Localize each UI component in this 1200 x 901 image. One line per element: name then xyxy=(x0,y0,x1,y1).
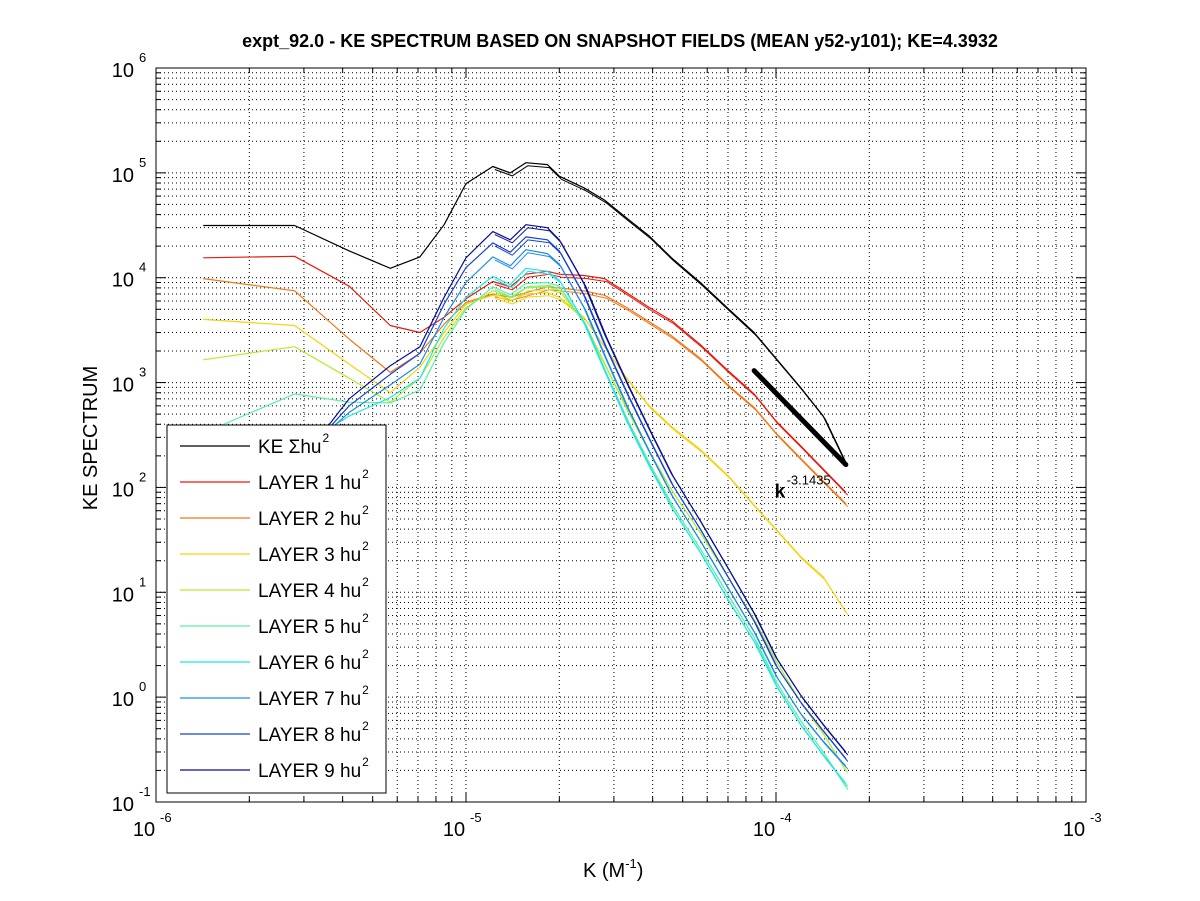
x-tick-label: 10 xyxy=(443,819,465,841)
x-tick-label: 10 xyxy=(1063,819,1085,841)
power-law-fit-line xyxy=(751,368,849,468)
series-layer xyxy=(202,162,849,790)
series-line-shadow-layer-7 xyxy=(494,252,849,770)
legend-label: LAYER 3 hu xyxy=(258,545,361,566)
y-tick-label-exponent: 4 xyxy=(139,260,146,275)
legend-label: LAYER 4 hu xyxy=(258,581,361,602)
y-tick-label-exponent: 6 xyxy=(139,50,146,65)
x-axis-label-text: K (M xyxy=(583,860,625,882)
y-tick-label-exponent: 5 xyxy=(139,155,146,170)
y-tick-label-exponent: 2 xyxy=(139,469,146,484)
series-line-shadow-layer-3 xyxy=(494,295,849,616)
legend-label: KE Σhu xyxy=(258,437,322,458)
series-line-shadow-layer-6 xyxy=(494,270,849,787)
x-tick-label-exponent: -5 xyxy=(470,810,482,825)
series-line-shadow-layer-9 xyxy=(494,227,849,756)
y-tick-label: 10 xyxy=(112,479,134,501)
legend-label: LAYER 8 hu xyxy=(258,725,361,746)
y-axis-label: KE SPECTRUM xyxy=(80,366,102,510)
legend-label-exponent: 2 xyxy=(362,611,369,625)
x-axis-label-close: ) xyxy=(637,860,644,882)
legend-label-exponent: 2 xyxy=(362,539,369,553)
y-tick-label: 10 xyxy=(112,270,134,292)
x-tick-labels: 10 -6 10 -5 10 -4 10 -3 xyxy=(133,810,1102,841)
series-line-shadow-layer-2 xyxy=(494,289,849,508)
legend-label: LAYER 2 hu xyxy=(258,509,361,530)
y-tick-label-exponent: 3 xyxy=(139,365,146,380)
y-tick-label: 10 xyxy=(112,794,134,816)
x-tick-label-exponent: -3 xyxy=(1090,810,1102,825)
x-axis-label-sup: -1 xyxy=(625,856,637,871)
series-line-shadow-layer-5 xyxy=(494,285,849,790)
series-line-layer-3 xyxy=(203,292,847,613)
x-tick-label: 10 xyxy=(133,819,155,841)
y-tick-label-exponent: -1 xyxy=(139,784,151,799)
y-tick-labels: 10 -1 10 0 10 1 10 2 10 3 10 4 10 5 10 6 xyxy=(112,50,151,816)
x-tick-label-exponent: -4 xyxy=(780,810,792,825)
legend-label-exponent: 2 xyxy=(362,719,369,733)
axis-ticks xyxy=(155,68,1086,803)
chart-title: expt_92.0 - KE SPECTRUM BASED ON SNAPSHO… xyxy=(242,31,998,51)
legend-box xyxy=(166,424,387,794)
legend-label: LAYER 6 hu xyxy=(258,653,361,674)
legend-label-exponent: 2 xyxy=(362,503,369,517)
y-tick-label-exponent: 0 xyxy=(139,679,146,694)
y-tick-label: 10 xyxy=(112,584,134,606)
series-line-shadow-layer-1 xyxy=(494,273,849,496)
x-tick-label-exponent: -6 xyxy=(160,810,172,825)
series-line-shadow-layer-8 xyxy=(494,239,849,762)
legend-label: LAYER 7 hu xyxy=(258,689,361,710)
slope-annotation-exponent: -3.1435 xyxy=(787,472,831,487)
legend-label-exponent: 2 xyxy=(323,431,330,445)
x-axis-label: K (M-1) xyxy=(583,856,643,882)
y-tick-label-exponent: 1 xyxy=(139,574,146,589)
slope-annotation-base: k xyxy=(775,481,786,502)
y-tick-label: 10 xyxy=(112,165,134,187)
y-tick-label: 10 xyxy=(112,60,134,82)
legend-label: LAYER 5 hu xyxy=(258,617,361,638)
y-tick-label: 10 xyxy=(112,689,134,711)
legend-label-exponent: 2 xyxy=(362,647,369,661)
legend-label-exponent: 2 xyxy=(362,683,369,697)
legend-label: LAYER 1 hu xyxy=(258,473,361,494)
legend-label-exponent: 2 xyxy=(362,575,369,589)
x-tick-label: 10 xyxy=(753,819,775,841)
plot-frame xyxy=(155,67,1087,803)
slope-annotation: k -3.1435 xyxy=(775,472,831,502)
legend-label-exponent: 2 xyxy=(362,755,369,769)
series-line-shadow-ke xyxy=(494,165,849,467)
y-tick-label: 10 xyxy=(112,375,134,397)
legend-label-exponent: 2 xyxy=(362,467,369,481)
legend-label: LAYER 9 hu xyxy=(258,761,361,782)
